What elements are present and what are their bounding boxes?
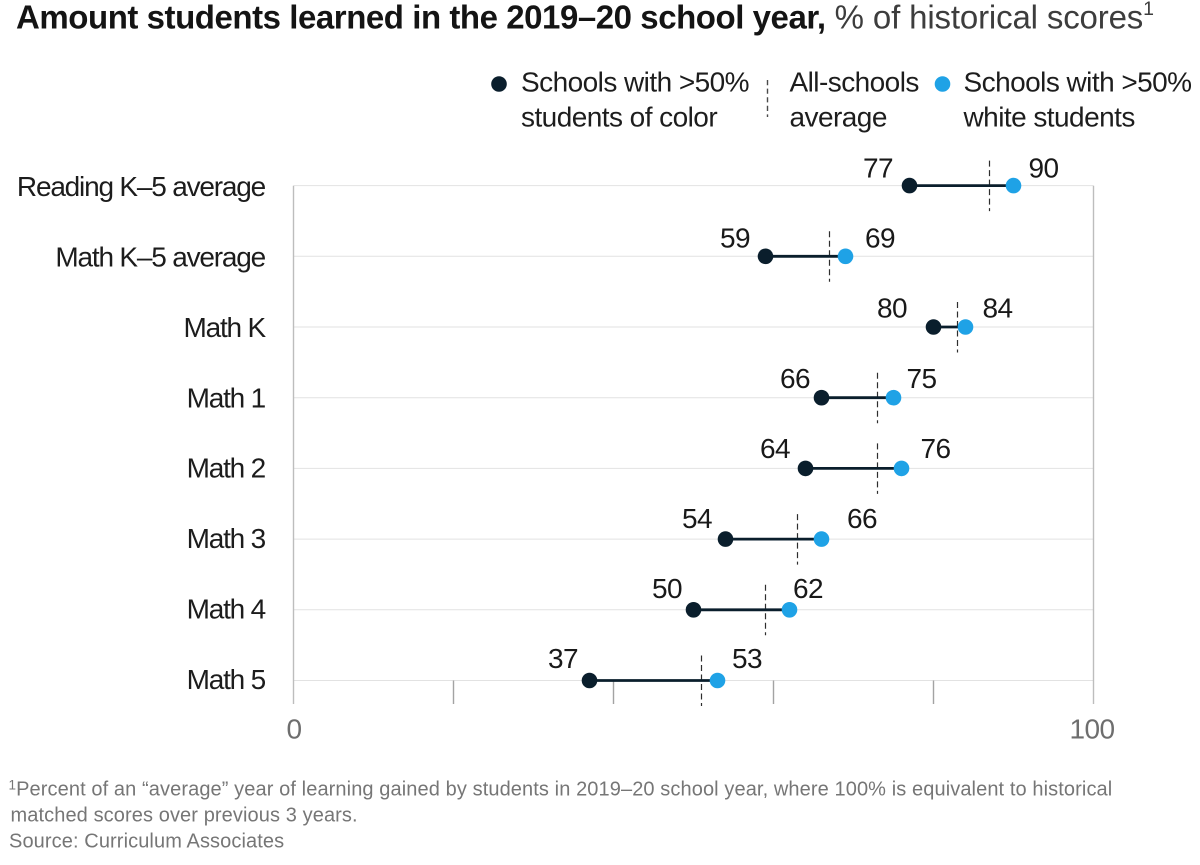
svg-text:average: average [790, 102, 887, 133]
svg-text:Math 3: Math 3 [187, 523, 266, 554]
svg-text:37: 37 [548, 643, 578, 674]
svg-text:69: 69 [865, 223, 895, 254]
svg-text:77: 77 [863, 153, 893, 184]
svg-text:75: 75 [907, 363, 937, 394]
svg-text:90: 90 [1029, 153, 1059, 184]
svg-text:All-schools: All-schools [790, 67, 919, 98]
svg-text:59: 59 [720, 223, 750, 254]
svg-text:84: 84 [983, 293, 1013, 324]
svg-text:Source: Curriculum Associates: Source: Curriculum Associates [9, 831, 284, 853]
svg-text:Math 2: Math 2 [187, 453, 266, 484]
svg-text:1Percent of an “average” year: 1Percent of an “average” year of learnin… [9, 778, 1113, 801]
svg-text:white students: white students [963, 102, 1135, 133]
svg-text:Math K–5 average: Math K–5 average [55, 242, 265, 273]
svg-text:80: 80 [877, 293, 907, 324]
svg-text:Reading K–5 average: Reading K–5 average [17, 171, 266, 202]
svg-text:54: 54 [682, 503, 712, 534]
svg-text:Math K: Math K [183, 312, 266, 343]
svg-text:Math 5: Math 5 [187, 664, 266, 695]
svg-text:Amount students learned in the: Amount students learned in the 2019–20 s… [16, 0, 1154, 36]
svg-text:0: 0 [286, 714, 301, 745]
svg-text:66: 66 [780, 363, 810, 394]
svg-text:76: 76 [921, 433, 951, 464]
svg-text:66: 66 [847, 503, 877, 534]
svg-text:53: 53 [732, 643, 762, 674]
svg-text:100: 100 [1069, 714, 1114, 745]
svg-text:Schools with >50%: Schools with >50% [964, 67, 1192, 98]
svg-text:Math 4: Math 4 [187, 593, 266, 624]
svg-text:students of color: students of color [521, 102, 717, 133]
svg-text:matched scores over previous 3: matched scores over previous 3 years. [11, 805, 358, 827]
svg-text:64: 64 [760, 433, 790, 464]
svg-text:50: 50 [652, 573, 682, 604]
svg-text:Schools with >50%: Schools with >50% [521, 67, 749, 98]
svg-text:62: 62 [793, 573, 823, 604]
svg-text:Math 1: Math 1 [187, 382, 266, 413]
